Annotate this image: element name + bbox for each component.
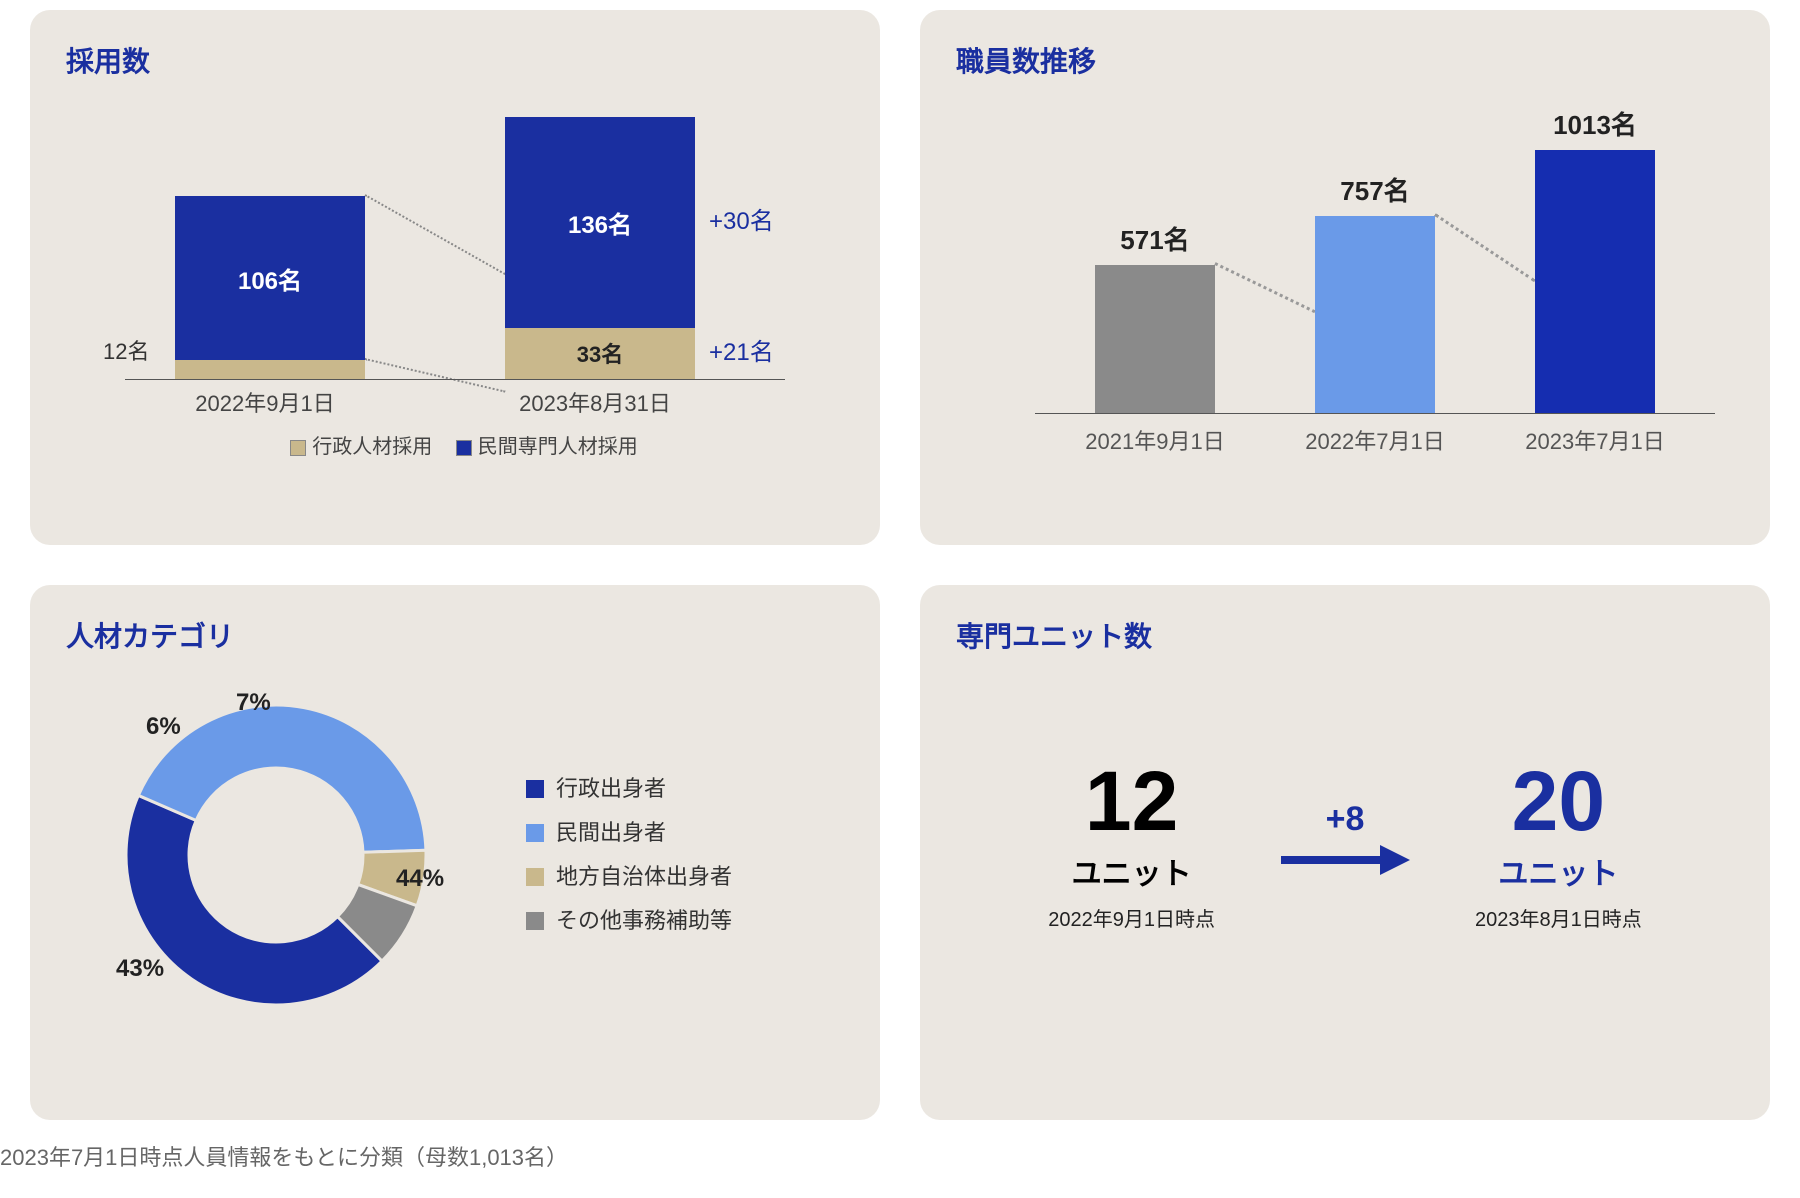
legend-label: 地方自治体出身者 [556, 855, 732, 899]
units-after-unit: ユニット [1475, 849, 1642, 893]
x-label: 2022年7月1日 [1275, 424, 1475, 456]
bar-value-label: 1013名 [1495, 105, 1695, 142]
staff-title: 職員数推移 [956, 40, 1734, 80]
hiring-title: 採用数 [66, 40, 844, 80]
legend-swatch [456, 440, 472, 456]
connector-line [365, 194, 506, 275]
connector-line [1434, 213, 1536, 282]
units-after: 20 ユニット 2023年8月1日時点 [1475, 759, 1642, 932]
x-label: 2023年8月31日 [465, 386, 725, 418]
legend-swatch [290, 440, 306, 456]
hiring-bar-2022: 106名 [175, 196, 365, 379]
legend-item: 民間出身者 [526, 811, 732, 855]
bar-segment-admin: 33名 [505, 328, 695, 379]
footnote: 2023年7月1日時点人員情報をもとに分類（母数1,013名） [0, 1120, 1800, 1172]
legend-swatch [526, 912, 544, 930]
x-axis [125, 379, 785, 380]
slice-pct-label: 44% [396, 865, 444, 893]
x-label: 2022年9月1日 [135, 386, 395, 418]
hiring-chart: 106名 12名 136名 33名 +30名 +21名 2022年9月1日 20… [85, 90, 825, 430]
legend-item: その他事務補助等 [526, 899, 732, 943]
units-before: 12 ユニット 2022年9月1日時点 [1048, 759, 1215, 932]
bar-value-label: 757名 [1275, 171, 1475, 208]
units-after-date: 2023年8月1日時点 [1475, 903, 1642, 932]
legend-label: 民間出身者 [556, 811, 666, 855]
donut-legend: 行政出身者民間出身者地方自治体出身者その他事務補助等 [526, 767, 732, 943]
legend-label: 民間専門人材採用 [478, 436, 638, 458]
slice-pct-label: 7% [236, 689, 271, 717]
donut-chart: 44% 43% 6% 7% [106, 685, 446, 1025]
bar-segment-private: 136名 [505, 117, 695, 328]
category-panel: 人材カテゴリ 44% 43% 6% 7% 行政出身者民間出身者地方自治体出身者そ… [30, 585, 880, 1120]
arrow-icon [1275, 835, 1415, 885]
hiring-legend: 行政人材採用 民間専門人材採用 [66, 430, 844, 459]
hiring-panel: 採用数 106名 12名 136名 33名 +30名 +21名 2022年9月1… [30, 10, 880, 545]
staff-panel: 職員数推移 571名 757名 1013名 2021年9月1日 2022年7月1… [920, 10, 1770, 545]
bar-label-admin: 12名 [103, 334, 149, 366]
staff-bar [1535, 150, 1655, 413]
staff-chart: 571名 757名 1013名 2021年9月1日 2022年7月1日 2023… [975, 90, 1715, 470]
units-before-date: 2022年9月1日時点 [1048, 903, 1215, 932]
legend-item: 地方自治体出身者 [526, 855, 732, 899]
legend-label: 行政出身者 [556, 767, 666, 811]
slice-pct-label: 6% [146, 713, 181, 741]
legend-swatch [526, 780, 544, 798]
units-title: 専門ユニット数 [956, 615, 1734, 655]
x-label: 2023年7月1日 [1495, 424, 1695, 456]
x-axis [1035, 413, 1715, 414]
units-delta: +8 [1275, 800, 1415, 839]
legend-swatch [526, 868, 544, 886]
bar-segment-private: 106名 [175, 196, 365, 360]
category-title: 人材カテゴリ [66, 615, 844, 655]
bar-value-label: 571名 [1055, 220, 1255, 257]
legend-swatch [526, 824, 544, 842]
bar-segment-admin [175, 360, 365, 379]
units-before-value: 12 [1048, 759, 1215, 843]
staff-bar [1315, 216, 1435, 413]
legend-label: その他事務補助等 [556, 899, 732, 943]
delta-label-admin: +21名 [709, 332, 774, 367]
hiring-bar-2023: 136名 33名 [505, 117, 695, 379]
legend-item: 行政出身者 [526, 767, 732, 811]
legend-label: 行政人材採用 [312, 436, 432, 458]
units-before-unit: ユニット [1048, 849, 1215, 893]
units-arrow: +8 [1275, 800, 1415, 890]
units-panel: 専門ユニット数 12 ユニット 2022年9月1日時点 +8 20 ユニット 2… [920, 585, 1770, 1120]
x-label: 2021年9月1日 [1055, 424, 1255, 456]
units-after-value: 20 [1475, 759, 1642, 843]
staff-bar [1095, 265, 1215, 413]
connector-line [1214, 262, 1315, 313]
slice-pct-label: 43% [116, 955, 164, 983]
delta-label-private: +30名 [709, 201, 774, 236]
